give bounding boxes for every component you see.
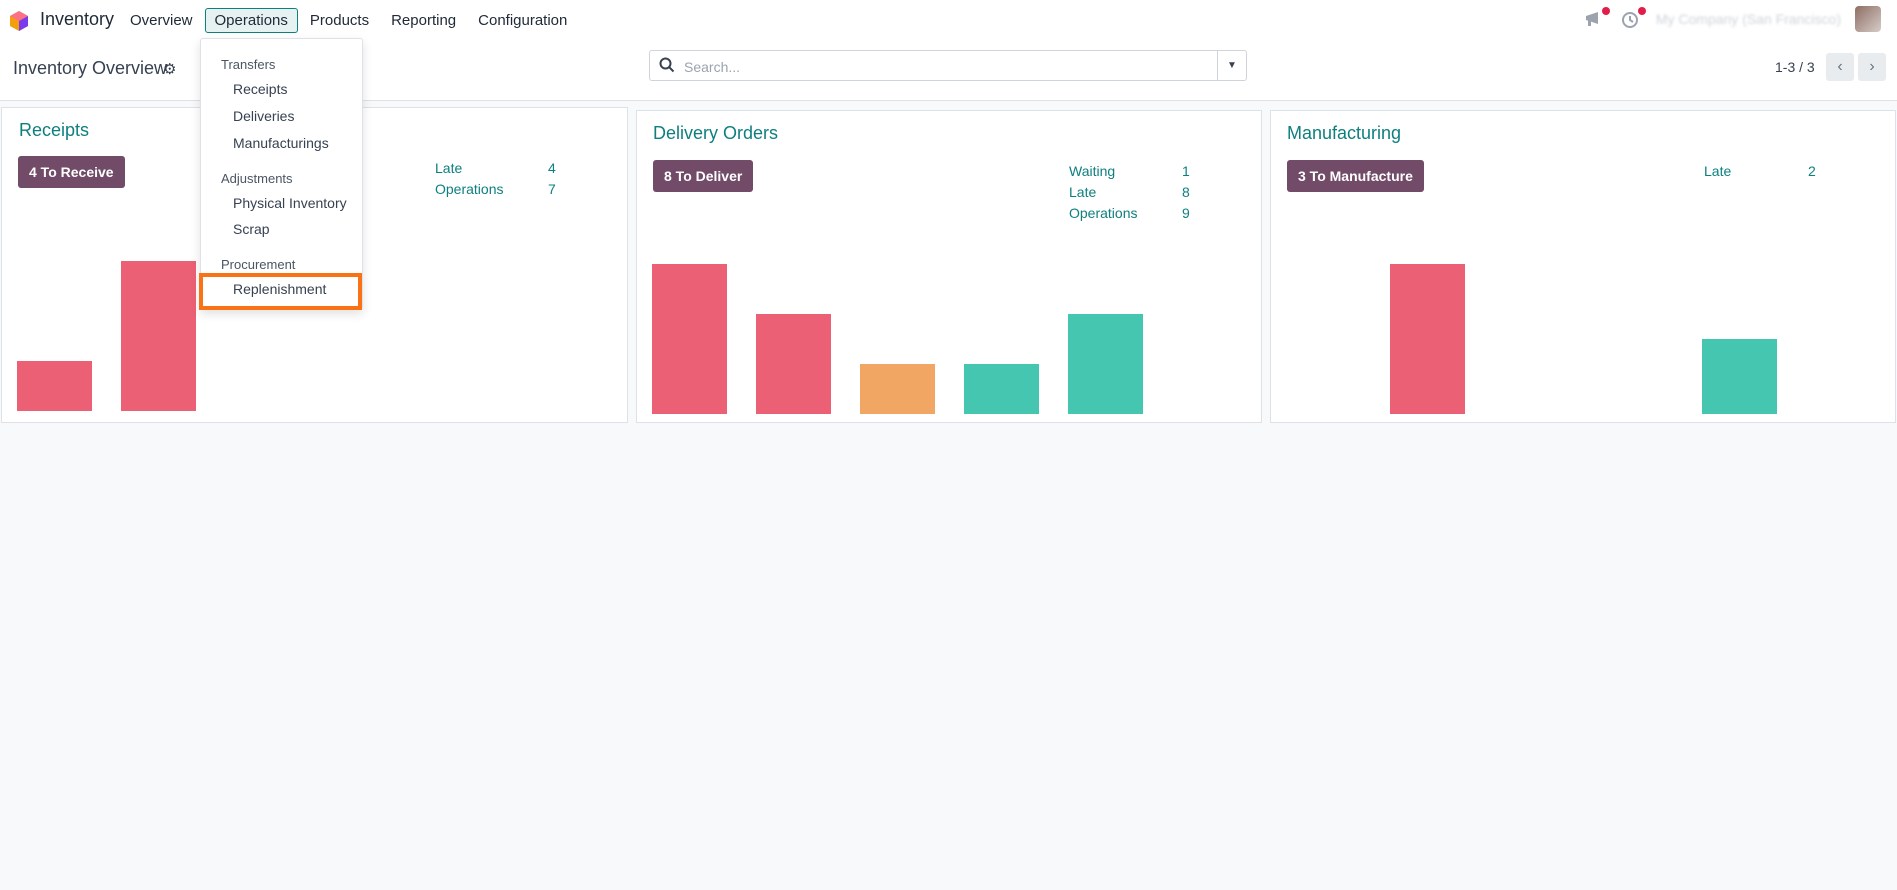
search-icon bbox=[659, 57, 675, 73]
section-header-transfers: Transfers bbox=[221, 57, 276, 72]
menu-reporting[interactable]: Reporting bbox=[391, 12, 457, 29]
chart-bar[interactable] bbox=[17, 361, 92, 411]
stat-late-label[interactable]: Late bbox=[435, 160, 463, 176]
stat-waiting-value[interactable]: 1 bbox=[1182, 163, 1190, 179]
to-deliver-button[interactable]: 8 To Deliver bbox=[653, 160, 754, 192]
menu-operations[interactable]: Operations bbox=[204, 8, 298, 33]
messages-icon[interactable] bbox=[1584, 7, 1610, 28]
gear-icon[interactable]: ⚙ bbox=[163, 61, 177, 78]
activity-clock-icon[interactable] bbox=[1620, 7, 1646, 28]
search-bar[interactable]: ▼ bbox=[649, 50, 1247, 81]
pager-value[interactable]: 1-3 / 3 bbox=[1775, 59, 1815, 75]
card-title[interactable]: Delivery Orders bbox=[653, 123, 779, 143]
menu-item-deliveries[interactable]: Deliveries bbox=[233, 108, 295, 124]
navbar-systray: My Company (San Francisco) bbox=[1584, 6, 1881, 32]
pager-next-button[interactable]: › bbox=[1858, 53, 1886, 81]
menu-item-scrap[interactable]: Scrap bbox=[233, 221, 270, 237]
user-avatar[interactable] bbox=[1855, 6, 1881, 32]
stat-operations-label[interactable]: Operations bbox=[1069, 205, 1138, 221]
delivery-orders-card: Delivery Orders 8 To Deliver Waiting 1 L… bbox=[636, 110, 1262, 423]
chart-bar[interactable] bbox=[652, 264, 727, 414]
card-title[interactable]: Manufacturing bbox=[1287, 123, 1402, 143]
menu-configuration[interactable]: Configuration bbox=[478, 12, 568, 29]
search-options-toggle[interactable]: ▼ bbox=[1217, 51, 1246, 80]
manufacturing-card: Manufacturing 3 To Manufacture Late 2 bbox=[1270, 110, 1896, 423]
chart-bar[interactable] bbox=[1702, 339, 1777, 414]
to-receive-button[interactable]: 4 To Receive bbox=[18, 156, 125, 188]
chart-bar[interactable] bbox=[756, 314, 831, 414]
card-title[interactable]: Receipts bbox=[19, 120, 90, 140]
stat-late-label[interactable]: Late bbox=[1069, 184, 1097, 200]
stat-late-value[interactable]: 2 bbox=[1808, 163, 1816, 179]
menu-item-replenishment[interactable]: Replenishment bbox=[233, 281, 327, 297]
stat-operations-value[interactable]: 7 bbox=[548, 181, 556, 197]
receipts-card: Receipts 4 To Receive Late 4 Operations … bbox=[1, 107, 628, 423]
search-input[interactable] bbox=[682, 55, 1216, 78]
activity-badge bbox=[1637, 7, 1646, 15]
chart-bar[interactable] bbox=[1068, 314, 1143, 414]
menu-item-receipts[interactable]: Receipts bbox=[233, 81, 288, 97]
menu-overview[interactable]: Overview bbox=[130, 12, 193, 29]
app-name[interactable]: Inventory bbox=[40, 9, 115, 29]
main-menu: Overview Operations Products Reporting C… bbox=[120, 8, 579, 33]
chart-bar[interactable] bbox=[1390, 264, 1465, 414]
chart-bar[interactable] bbox=[860, 364, 935, 414]
chart-bar[interactable] bbox=[121, 261, 196, 411]
top-navbar: Inventory Overview Operations Products R… bbox=[0, 0, 1897, 40]
pager-previous-button[interactable]: ‹ bbox=[1826, 53, 1854, 81]
stat-late-value[interactable]: 4 bbox=[548, 160, 556, 176]
to-manufacture-button[interactable]: 3 To Manufacture bbox=[1287, 160, 1424, 192]
page-title: Inventory Overview bbox=[13, 58, 168, 78]
chart-bar[interactable] bbox=[964, 364, 1039, 414]
messages-badge bbox=[1601, 7, 1610, 15]
menu-item-manufacturings[interactable]: Manufacturings bbox=[233, 135, 329, 151]
menu-products[interactable]: Products bbox=[309, 12, 370, 29]
stat-late-label[interactable]: Late bbox=[1704, 163, 1732, 179]
inventory-app-icon[interactable] bbox=[9, 10, 29, 32]
operations-dropdown-menu: Transfers Receipts Deliveries Manufactur… bbox=[200, 38, 363, 310]
replenishment-highlight-box bbox=[199, 273, 362, 310]
section-header-adjustments: Adjustments bbox=[221, 171, 293, 186]
menu-item-physical-inventory[interactable]: Physical Inventory bbox=[233, 195, 347, 211]
stat-late-value[interactable]: 8 bbox=[1182, 184, 1190, 200]
stat-waiting-label[interactable]: Waiting bbox=[1069, 163, 1116, 179]
section-header-procurement: Procurement bbox=[221, 257, 296, 272]
stat-operations-value[interactable]: 9 bbox=[1182, 205, 1190, 221]
stat-operations-label[interactable]: Operations bbox=[435, 181, 504, 197]
company-switcher[interactable]: My Company (San Francisco) bbox=[1655, 11, 1841, 27]
